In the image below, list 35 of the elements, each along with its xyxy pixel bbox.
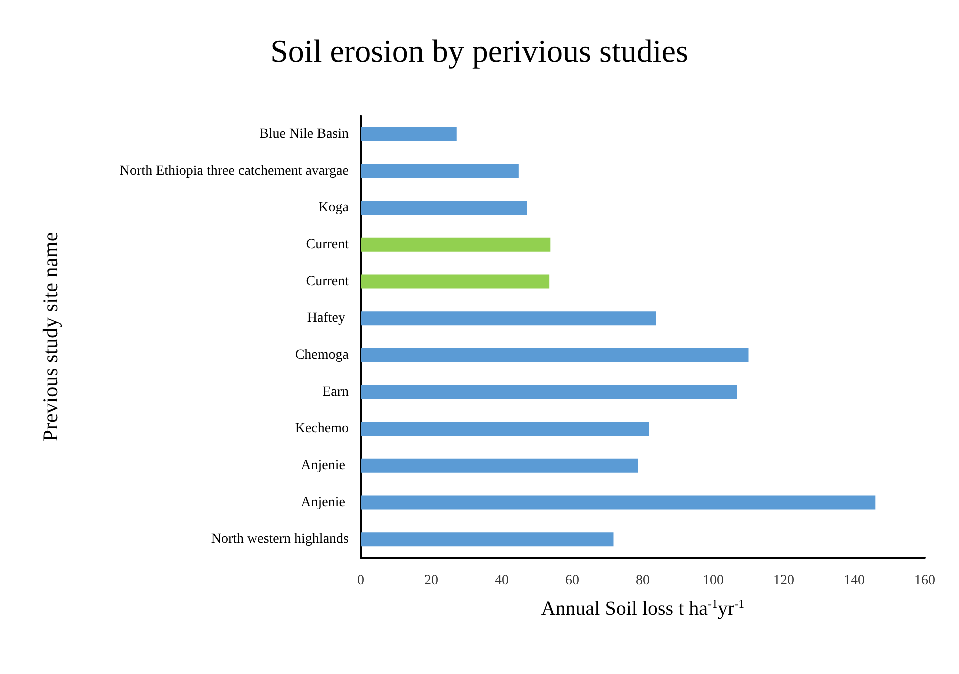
x-tick-label: 100 xyxy=(703,574,724,588)
x-tick-label: 20 xyxy=(424,574,438,588)
x-tick-label: 160 xyxy=(914,574,936,588)
y-tick-label: North western highlands xyxy=(211,532,349,548)
bar xyxy=(361,127,457,142)
bar xyxy=(361,458,638,473)
y-tick-label: Blue Nile Basin xyxy=(260,126,349,142)
y-tick-label: Chemoga xyxy=(295,348,350,363)
bar xyxy=(361,422,650,436)
y-tick-label: Earn xyxy=(322,384,349,400)
x-tick-label: 60 xyxy=(566,574,580,588)
x-tick-label: 40 xyxy=(495,574,509,588)
y-tick-label: Haftey xyxy=(307,311,349,326)
bar xyxy=(361,496,876,510)
chart-title: Soil erosion by perivious studies xyxy=(270,33,688,69)
x-tick-label: 140 xyxy=(844,574,865,588)
y-tick-label: Current xyxy=(306,274,350,290)
y-tick-label: Current xyxy=(306,237,350,252)
x-tick-label: 0 xyxy=(358,574,364,588)
bar xyxy=(361,201,528,216)
bar xyxy=(361,238,551,252)
x-tick-label: 80 xyxy=(636,574,650,588)
y-tick-label: North Ethiopia three catchement avargae xyxy=(120,164,349,179)
bar xyxy=(361,274,550,289)
bar xyxy=(361,312,656,326)
x-tick-label: 120 xyxy=(774,574,794,588)
y-tick-label: Koga xyxy=(318,200,350,216)
y-tick-label: Kechemo xyxy=(295,422,349,437)
bar xyxy=(361,532,614,547)
y-tick-label: Anjenie xyxy=(301,458,349,474)
bar xyxy=(361,164,519,178)
bar xyxy=(361,348,749,362)
bar xyxy=(361,385,738,400)
y-tick-label: Anjenie xyxy=(301,495,349,510)
y-axis-title: Previous study site name xyxy=(38,232,62,442)
